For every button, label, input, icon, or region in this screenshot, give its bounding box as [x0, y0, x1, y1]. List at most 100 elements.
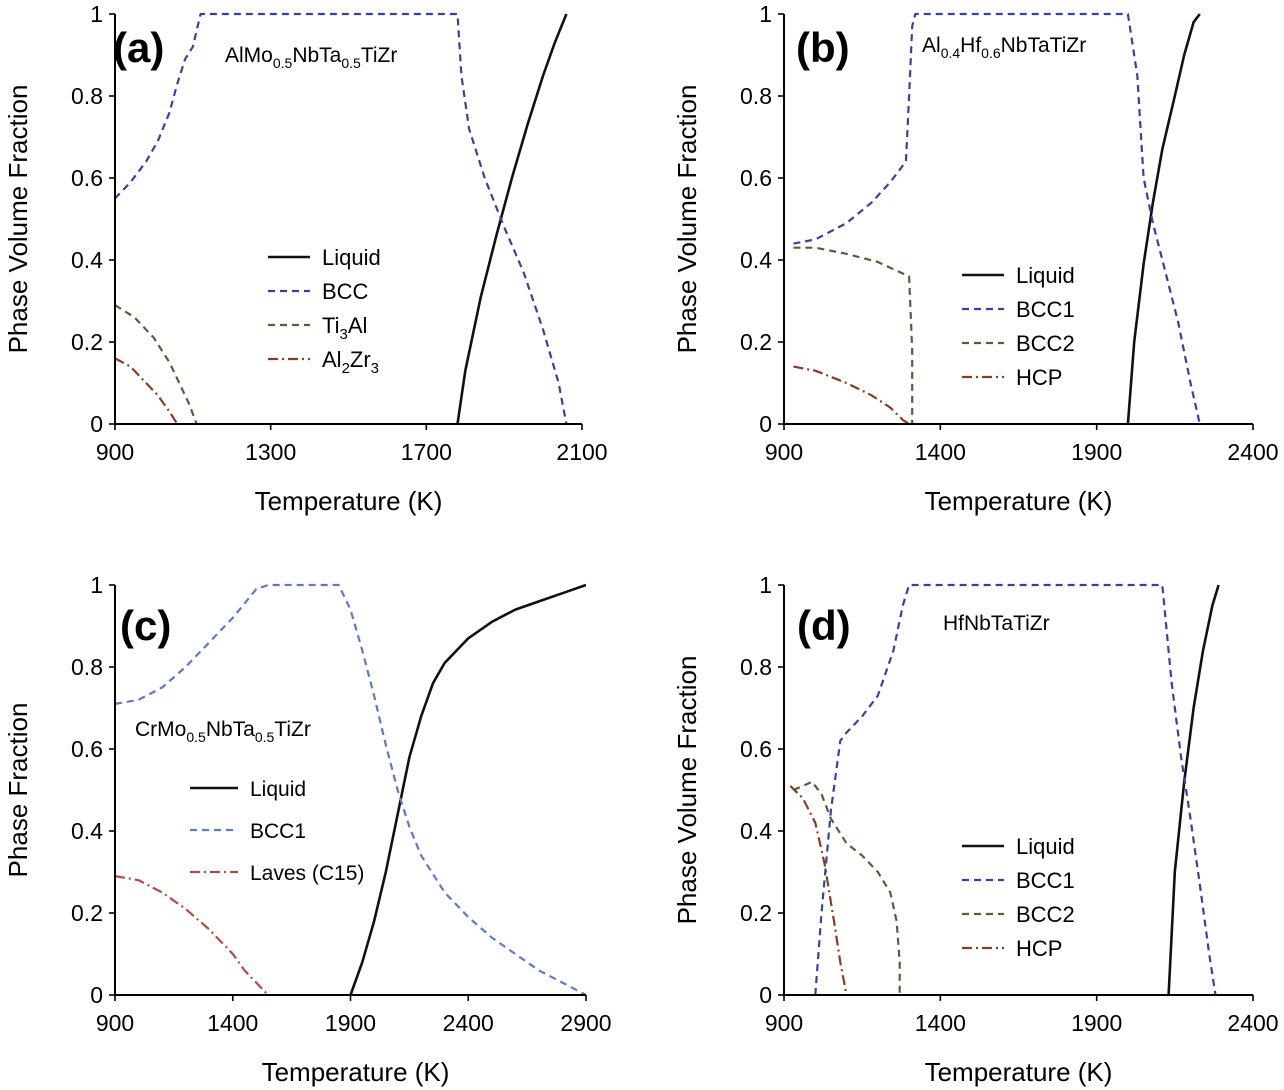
x-axis-title: Temperature (K) [925, 486, 1113, 516]
x-tick-label: 900 [96, 439, 134, 465]
panel-label: (b) [796, 24, 850, 71]
x-tick-label: 1400 [207, 1010, 258, 1036]
legend: Liquid BCC1 BCC2 HCP [962, 263, 1075, 390]
y-tick-label: 0.6 [71, 165, 103, 191]
series-line-hcp [793, 365, 910, 425]
y-tick-label: 0.6 [71, 736, 103, 762]
legend-label: Liquid [322, 245, 381, 270]
label-text-part: Laves (C15) [250, 862, 364, 885]
x-axis-title: Temperature (K) [925, 1057, 1113, 1087]
series-line-bcc [115, 12, 568, 425]
label-text-part: Hf [960, 34, 981, 57]
y-tick-label: 0.2 [71, 329, 103, 355]
y-tick-label: 0.4 [740, 818, 772, 844]
series-line-liquid [456, 13, 568, 425]
legend-label: Liquid [250, 778, 306, 801]
y-axis-title: Phase Volume Fraction [672, 656, 702, 925]
label-text-part: TiZr [274, 718, 311, 741]
x-tick-label: 1400 [915, 1010, 966, 1036]
legend-label: Liquid [1016, 834, 1075, 859]
series-line-bcc2 [793, 246, 914, 424]
y-tick-label: 0.2 [740, 900, 772, 926]
legend-label: BCC [322, 279, 369, 304]
series-line-bcc1 [115, 583, 586, 996]
x-tick-label: 1900 [1071, 439, 1122, 465]
legend-label: HCP [1016, 936, 1062, 961]
y-tick-label: 0.8 [71, 654, 103, 680]
series-line-hcp [789, 785, 848, 996]
y-tick-label: 0.6 [740, 736, 772, 762]
legend-label: BCC2 [1016, 331, 1075, 356]
label-text-part: Al [322, 347, 342, 372]
series-line-ti3al [115, 304, 198, 425]
y-tick-label: 1 [90, 1, 103, 27]
y-tick-label: 0.8 [740, 654, 772, 680]
x-tick-label: 2100 [556, 439, 607, 465]
label-text-part: NbTaTiZr [1001, 34, 1087, 57]
panel-label: (c) [120, 602, 171, 649]
y-tick-label: 0.4 [740, 247, 772, 273]
x-tick-label: 2900 [560, 1010, 611, 1036]
series-line-liquid [349, 583, 586, 996]
subscript-text: 0.4 [941, 45, 961, 61]
panel-label: (d) [797, 602, 851, 649]
label-text-part: NbTa [206, 718, 255, 741]
x-tick-label: 1900 [1071, 1010, 1122, 1036]
panel-label: (a) [113, 24, 164, 71]
label-text-part: BCC1 [250, 820, 306, 843]
subscript-text: 3 [371, 360, 379, 377]
legend-label: HCP [1016, 365, 1062, 390]
subscript-text: 0.5 [255, 729, 275, 745]
x-tick-label: 900 [765, 1010, 803, 1036]
y-tick-label: 1 [759, 1, 772, 27]
label-text-part: BCC1 [1016, 868, 1075, 893]
subscript-text: 2 [342, 360, 350, 377]
label-text-part: HCP [1016, 365, 1062, 390]
legend-label: Ti3Al [322, 313, 367, 343]
y-tick-label: 0.2 [740, 329, 772, 355]
label-text-part: AlMo [225, 44, 273, 67]
legend-label: BCC2 [1016, 902, 1075, 927]
label-text-part: BCC2 [1016, 331, 1075, 356]
label-text-part: Al [922, 34, 941, 57]
series-line-laves-c15- [115, 875, 269, 996]
x-tick-label: 2400 [1227, 1010, 1278, 1036]
label-text-part: Al [348, 313, 368, 338]
label-text-part: Zr [350, 347, 371, 372]
label-text-part: BCC [322, 279, 369, 304]
series-line-bcc2 [792, 780, 901, 995]
legend: Liquid BCC1 Laves (C15) [190, 778, 364, 885]
label-text-part: BCC2 [1016, 902, 1075, 927]
alloy-composition-label: Al0.4Hf0.6NbTaTiZr [922, 34, 1086, 61]
label-text-part: TiZr [361, 44, 398, 67]
x-tick-label: 2400 [443, 1010, 494, 1036]
y-tick-label: 0.6 [740, 165, 772, 191]
x-axis-title: Temperature (K) [262, 1057, 450, 1087]
label-text-part: BCC1 [1016, 297, 1075, 322]
legend-label: Laves (C15) [250, 862, 364, 885]
label-text-part: NbTa [292, 44, 341, 67]
alloy-composition-label: CrMo0.5NbTa0.5TiZr [135, 718, 311, 745]
x-tick-label: 2400 [1227, 439, 1278, 465]
label-text-part: Liquid [1016, 834, 1075, 859]
subscript-text: 3 [340, 326, 348, 343]
y-axis-title: Phase Fraction [3, 703, 33, 878]
legend-label: Al2Zr3 [322, 347, 379, 377]
y-axis-title: Phase Volume Fraction [672, 85, 702, 354]
y-tick-label: 0.4 [71, 247, 103, 273]
subscript-text: 0.5 [273, 55, 293, 71]
alloy-composition-label: HfNbTaTiZr [943, 612, 1050, 635]
y-tick-label: 0.8 [71, 83, 103, 109]
alloy-composition-label: AlMo0.5NbTa0.5TiZr [225, 44, 397, 71]
y-tick-label: 0.4 [71, 818, 103, 844]
label-text-part: CrMo [135, 718, 186, 741]
y-tick-label: 0 [90, 411, 103, 437]
y-tick-label: 0 [90, 982, 103, 1008]
subscript-text: 0.5 [186, 729, 206, 745]
x-tick-label: 1400 [915, 439, 966, 465]
label-text-part: HfNbTaTiZr [943, 612, 1050, 635]
series-line-liquid [1126, 13, 1201, 425]
